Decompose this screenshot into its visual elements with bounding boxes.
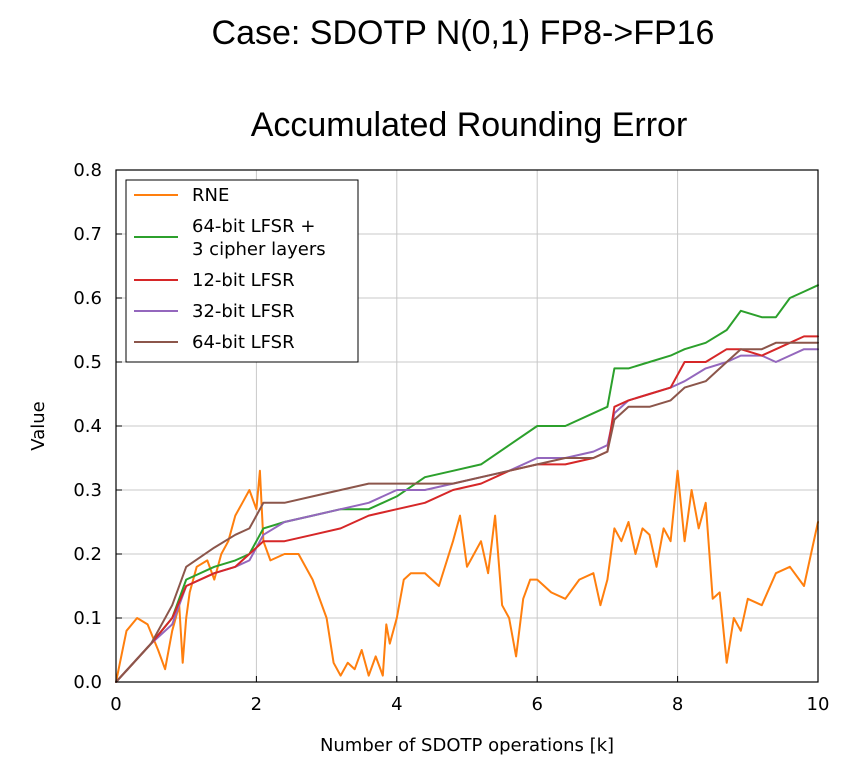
y-tick-label: 0.0 xyxy=(73,672,102,693)
x-tick-label: 2 xyxy=(251,694,262,715)
series-line-4 xyxy=(115,341,819,683)
y-tick-label: 0.5 xyxy=(73,352,102,373)
legend-label: 64-bit LFSR xyxy=(192,332,295,353)
legend-label: 12-bit LFSR xyxy=(192,270,295,291)
legend-label: 32-bit LFSR xyxy=(192,301,295,322)
axis-ticks: 0 2 4 6 8 10 0.0 0.1 0.2 0.3 0.4 0.5 0.6 0.7 0.8 xyxy=(73,160,829,715)
x-tick-label: 10 xyxy=(807,694,830,715)
y-tick-label: 0.7 xyxy=(73,224,102,245)
x-tick-label: 8 xyxy=(672,694,683,715)
series-line-1 xyxy=(115,284,819,683)
chart-title: Accumulated Rounding Error xyxy=(250,106,688,144)
y-tick-label: 0.8 xyxy=(73,160,102,181)
x-tick-label: 4 xyxy=(391,694,402,715)
case-title: Case: SDOTP N(0,1) FP8->FP16 xyxy=(211,14,715,52)
series-line-0 xyxy=(115,469,819,683)
x-axis-label: Number of SDOTP operations [k] xyxy=(320,735,614,756)
y-tick-label: 0.4 xyxy=(73,416,102,437)
y-tick-label: 0.2 xyxy=(73,544,102,565)
series-line-3 xyxy=(115,348,819,683)
x-tick-label: 0 xyxy=(110,694,121,715)
y-tick-label: 0.3 xyxy=(73,480,102,501)
legend-box xyxy=(125,179,359,363)
series-line-2 xyxy=(115,335,819,683)
legend: RNE 64-bit LFSR +3 cipher layers 12-bit LF… xyxy=(125,179,359,363)
legend-label: RNE xyxy=(192,185,229,206)
legend-label: 64-bit LFSR +3 cipher layers xyxy=(192,216,326,260)
y-tick-label: 0.6 xyxy=(73,288,102,309)
y-axis-label: Value xyxy=(28,401,49,450)
series-layer xyxy=(115,284,819,683)
y-tick-label: 0.1 xyxy=(73,608,102,629)
x-tick-label: 6 xyxy=(531,694,542,715)
